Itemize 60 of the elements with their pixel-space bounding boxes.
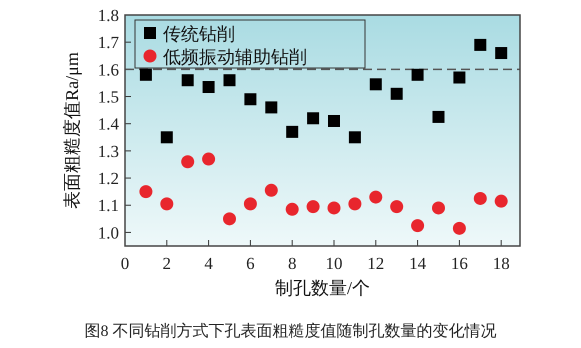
point — [244, 93, 256, 106]
point — [223, 74, 236, 86]
point — [474, 38, 486, 51]
point — [369, 190, 382, 204]
legend-label: 传统钻削 — [163, 24, 235, 44]
point — [202, 81, 215, 94]
point — [306, 200, 320, 214]
point — [495, 47, 508, 60]
y-tick-label: 1.4 — [98, 114, 120, 134]
x-tick-label: 10 — [325, 254, 342, 273]
point — [453, 72, 466, 84]
point — [348, 197, 362, 210]
point — [390, 200, 404, 214]
point — [432, 201, 445, 214]
point — [327, 201, 340, 214]
y-tick-label: 1.6 — [98, 60, 119, 80]
caption: 图8 不同钻削方式下孔表面粗糙度值随制孔数量的变化情况 — [84, 322, 496, 340]
point — [160, 197, 174, 210]
x-tick-label: 18 — [492, 254, 510, 273]
point — [264, 184, 278, 197]
y-tick-label: 1.5 — [98, 88, 119, 107]
point — [370, 78, 382, 90]
point — [286, 202, 299, 216]
point — [474, 192, 487, 205]
y-tick-label: 1.2 — [98, 169, 119, 188]
y-tick-label: 1.1 — [98, 196, 119, 216]
x-axis-title: 制孔数量/个 — [274, 278, 370, 298]
point — [328, 114, 340, 127]
x-tick-label: 2 — [162, 254, 172, 273]
point — [494, 194, 508, 208]
y-tick-label: 1.0 — [98, 223, 119, 242]
point — [412, 68, 424, 81]
x-tick-label: 0 — [120, 254, 130, 273]
x-tick-label: 4 — [204, 254, 214, 273]
point — [181, 155, 194, 168]
point — [390, 88, 403, 100]
y-tick-label: 1.8 — [98, 6, 119, 25]
x-tick-label: 8 — [288, 254, 296, 273]
point — [160, 131, 173, 144]
point — [202, 152, 216, 166]
x-tick-label: 6 — [246, 254, 255, 273]
y-tick-label: 1.7 — [98, 33, 120, 52]
x-tick-label: 14 — [409, 254, 427, 273]
point — [140, 68, 152, 81]
x-tick-label: 16 — [450, 254, 468, 273]
point — [182, 74, 194, 86]
point — [432, 110, 444, 123]
y-tick-label: 1.3 — [98, 142, 119, 161]
x-tick-label: 12 — [367, 254, 384, 273]
point — [139, 185, 152, 198]
point — [286, 126, 298, 138]
point — [244, 197, 257, 210]
y-axis-title: 表面粗糙度值Ra/μm — [62, 52, 82, 209]
point — [307, 112, 320, 124]
legend-label: 低频振动辅助钻削 — [163, 47, 307, 67]
point — [452, 222, 466, 235]
point — [411, 219, 424, 232]
point — [348, 131, 361, 144]
point — [222, 212, 236, 226]
point — [265, 101, 278, 114]
